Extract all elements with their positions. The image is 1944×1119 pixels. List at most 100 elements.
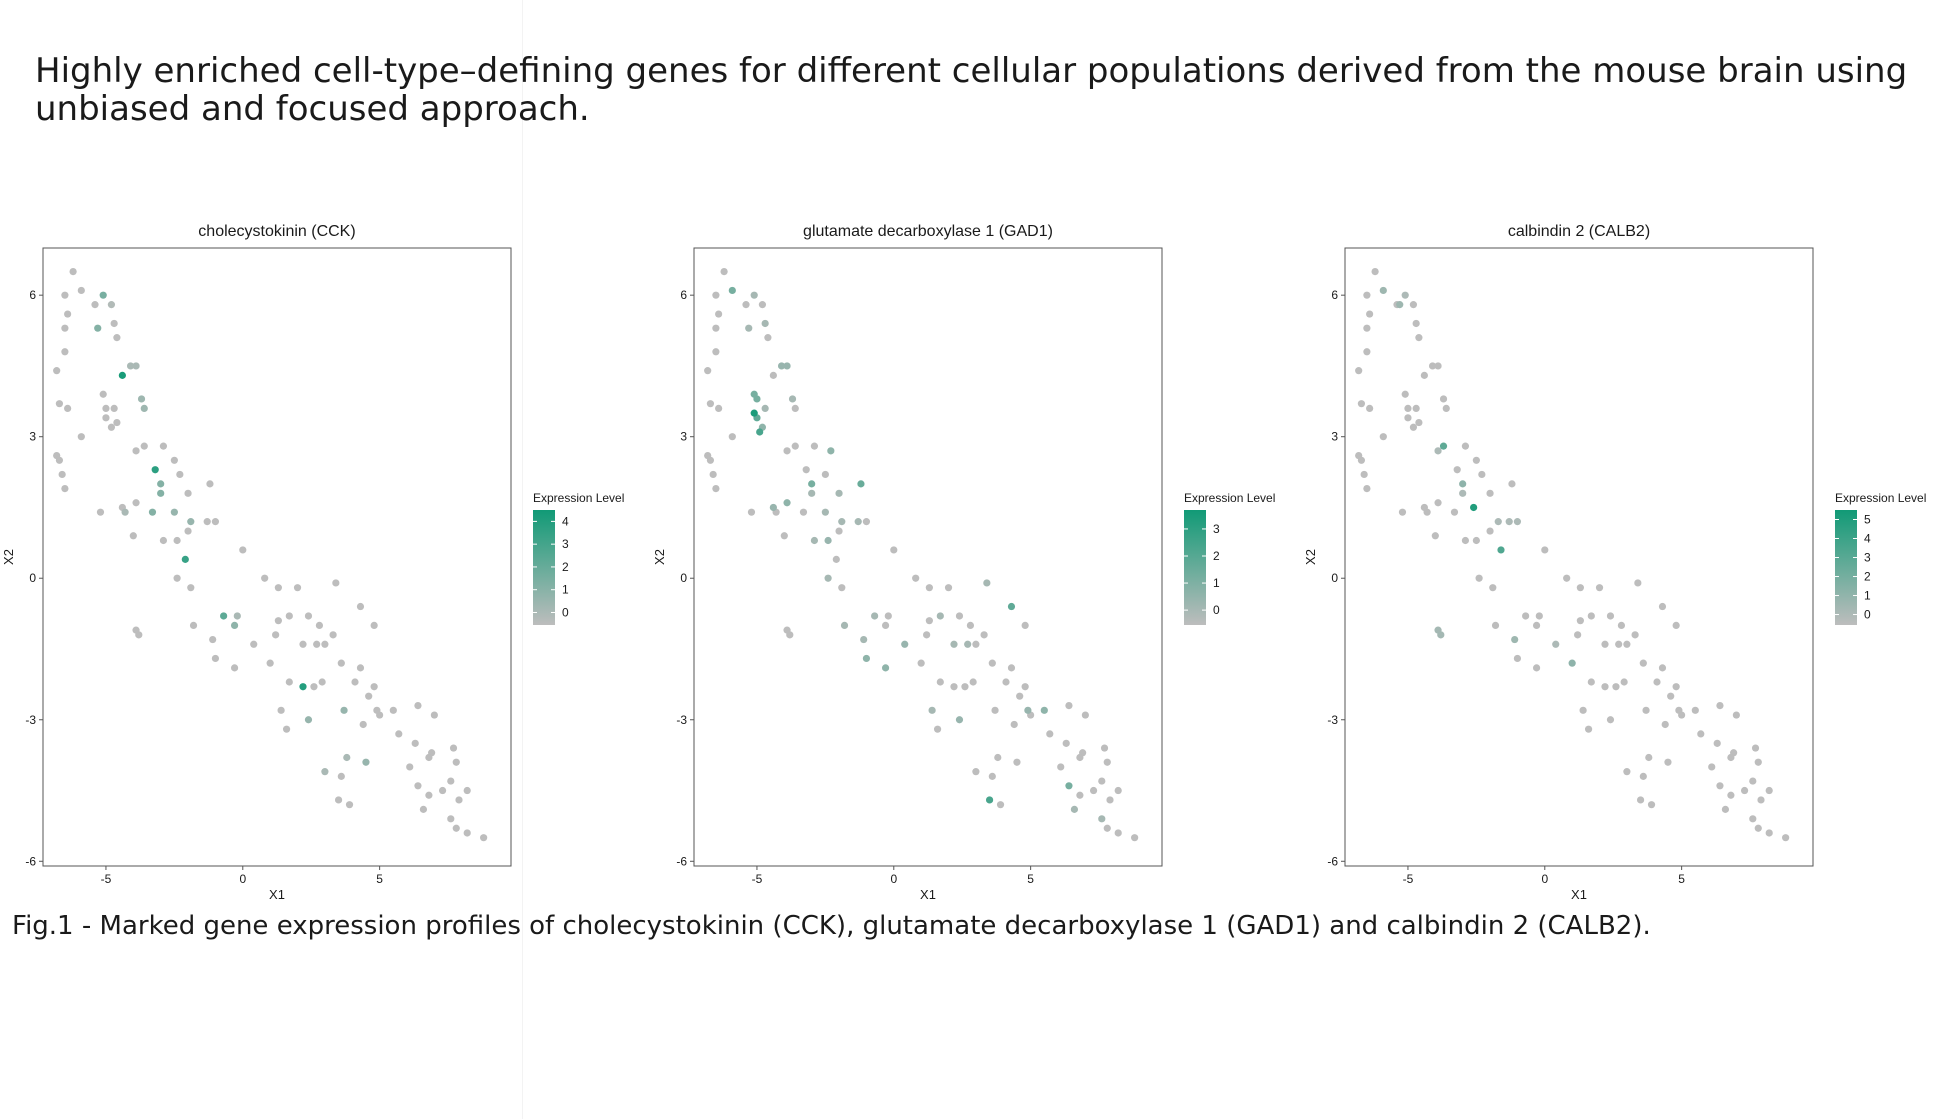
data-point [1708,763,1716,771]
data-point [343,753,351,762]
background-divider [522,0,523,1119]
x-tick-label: 0 [239,872,246,886]
data-point [140,404,148,412]
data-point [933,725,942,733]
y-tick-label: 0 [680,571,687,585]
data-point [1727,791,1735,799]
data-point [1437,631,1445,639]
legend-tick-label: 4 [562,514,569,528]
data-point [1062,739,1070,747]
data-point [1114,786,1122,795]
data-point [1642,706,1650,714]
data-point [936,678,944,686]
data-point [1532,621,1541,630]
data-point [1046,730,1054,738]
data-point [102,404,110,412]
data-point [299,640,307,648]
data-point [315,621,324,630]
data-point [1658,664,1667,672]
data-point [706,456,715,464]
data-point [838,584,846,592]
data-point [753,395,761,403]
legend-tick-label: 2 [1864,570,1871,584]
data-point [1366,310,1374,318]
data-point [337,659,345,667]
data-point [972,768,980,776]
data-point [282,725,291,733]
data-point [438,786,447,795]
data-point [362,758,370,766]
x-tick-label: -5 [101,872,112,886]
data-point [1434,499,1442,507]
data-point [1423,508,1431,516]
chart-panel: glutamate decarboxylase 1 (GAD1) -5 0 5 -6 -3… [652,223,1275,900]
data-point [712,324,720,332]
data-point [414,782,422,790]
data-point [923,631,931,639]
data-point [1653,678,1661,686]
data-point [780,532,788,540]
y-tick-label: 6 [1331,288,1338,302]
data-point [107,301,116,309]
data-point [135,631,143,639]
data-point [720,267,728,276]
data-point [862,654,871,663]
data-point [299,683,307,691]
data-point [1475,574,1483,582]
data-point [1579,706,1587,714]
data-point [1631,631,1639,639]
data-point [102,414,110,422]
data-point [1360,470,1368,479]
data-point [961,683,969,691]
y-tick-label: -3 [25,713,36,727]
data-point [310,683,318,691]
data-point [1089,786,1098,795]
data-point [425,753,433,762]
data-point [1623,768,1631,776]
data-point [747,508,756,516]
data-point [808,489,816,497]
legend-tick-label: 3 [562,537,569,551]
data-point [1363,348,1371,356]
data-point [838,518,846,526]
legend-tick-label: 3 [1213,522,1220,536]
data-point [972,640,980,648]
data-point [1601,640,1609,648]
data-point [1076,791,1084,799]
data-point [132,447,140,455]
data-point [1007,664,1016,672]
data-point [988,659,996,667]
data-point [370,683,378,691]
legend-tick-label: 1 [1213,576,1220,590]
data-point [706,400,715,408]
data-point [871,612,879,620]
data-point [1552,640,1560,648]
data-point [764,334,772,342]
data-point [304,716,313,724]
y-tick-label: 0 [1331,571,1338,585]
data-point [181,555,189,563]
data-point [1098,815,1106,823]
data-point [1065,702,1073,710]
data-point [1461,536,1470,545]
data-point [728,286,736,295]
data-point [463,829,471,837]
data-point [1489,584,1497,592]
x-tick-label: 0 [890,872,897,886]
data-point [151,466,159,474]
x-tick-label: -5 [1403,872,1414,886]
data-point [1647,801,1656,809]
data-point [709,470,717,479]
y-tick-label: 6 [680,288,687,302]
data-point [944,584,953,592]
data-point [750,291,758,299]
data-point [745,324,753,332]
data-point [756,428,764,436]
data-point [1639,659,1647,667]
data-point [964,640,972,648]
data-point [925,617,933,625]
data-point [277,706,285,714]
data-point [337,772,345,780]
data-point [157,489,165,497]
data-point [1664,758,1672,766]
